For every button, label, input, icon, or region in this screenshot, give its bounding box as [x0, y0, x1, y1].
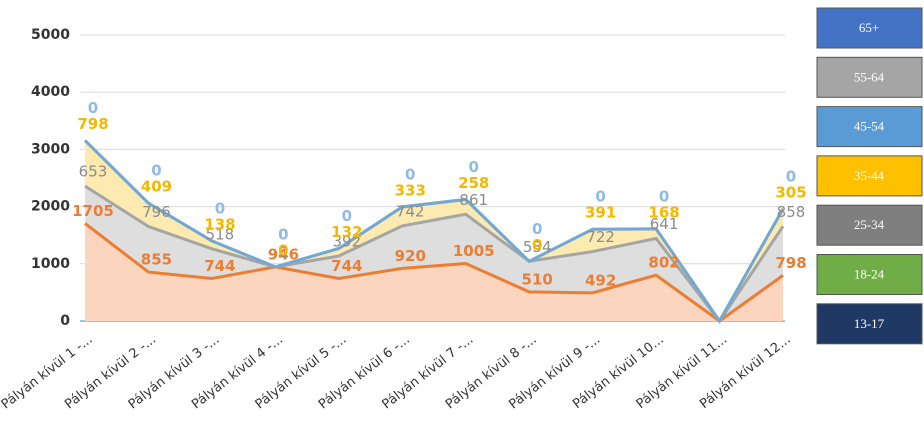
data-label: 855 — [141, 251, 172, 269]
legend-label: 25-34 — [854, 217, 885, 232]
data-label: 0 — [342, 207, 352, 225]
data-label: 168 — [648, 203, 679, 221]
data-label: 744 — [204, 257, 235, 275]
data-label: 0 — [278, 225, 288, 243]
legend-label: 65+ — [859, 20, 879, 35]
data-label: 920 — [395, 247, 426, 265]
data-label: 722 — [586, 228, 615, 246]
data-label: 798 — [77, 115, 108, 133]
data-label: 1705 — [72, 202, 114, 220]
y-tick-label: 3000 — [31, 141, 70, 157]
data-label: 861 — [459, 191, 488, 209]
data-label: 258 — [458, 174, 489, 192]
legend-label: 13-17 — [854, 316, 885, 331]
data-label: 518 — [206, 225, 235, 243]
data-label: 391 — [585, 204, 616, 222]
legend-swatch — [816, 56, 923, 98]
data-label: 0 — [659, 187, 669, 205]
legend-swatch — [816, 303, 923, 345]
data-label: 534 — [523, 238, 552, 256]
legend-label: 45-54 — [854, 119, 885, 134]
data-label: 0 — [532, 220, 542, 238]
data-label: 0 — [405, 165, 415, 183]
data-label: 802 — [648, 254, 679, 272]
legend-swatch — [816, 106, 923, 148]
y-tick-label: 0 — [60, 313, 70, 329]
area-fill — [85, 223, 783, 321]
data-label: 492 — [585, 271, 616, 289]
legend-label: 55-64 — [854, 69, 885, 84]
data-label: 653 — [79, 163, 108, 181]
data-label: 0 — [215, 199, 225, 217]
area-fill — [85, 140, 783, 321]
legend-swatch — [816, 204, 923, 246]
data-label: 0 — [278, 241, 288, 259]
legend-label: 18-24 — [854, 266, 885, 281]
data-label: 0 — [279, 243, 289, 261]
legend-label: 35-44 — [854, 168, 885, 183]
series-line — [84, 222, 784, 323]
y-tick-label: 4000 — [31, 84, 70, 100]
data-label: 0 — [88, 99, 98, 117]
data-label: 0 — [151, 162, 161, 180]
data-label: 510 — [522, 270, 553, 288]
data-label: 641 — [650, 215, 679, 233]
data-label: 132 — [331, 223, 362, 241]
data-label: 392 — [332, 233, 361, 251]
legend-swatch — [816, 155, 923, 197]
legend-swatch — [816, 7, 923, 49]
y-tick-label: 2000 — [31, 199, 70, 215]
y-tick-label: 1000 — [31, 256, 70, 272]
data-label: 0 — [532, 236, 542, 254]
data-label: 138 — [204, 215, 235, 233]
data-label: 409 — [141, 178, 172, 196]
data-label: 744 — [331, 257, 362, 275]
data-label: 858 — [777, 203, 806, 221]
data-label: 333 — [395, 181, 426, 199]
data-label: 0 — [786, 167, 796, 185]
data-label: 1005 — [453, 242, 495, 260]
legend-swatch — [816, 254, 923, 295]
data-label: 0 — [469, 158, 479, 176]
data-label: 946 — [268, 245, 299, 263]
data-label: 798 — [775, 254, 806, 272]
series-line — [84, 184, 785, 324]
data-label: 0 — [595, 188, 605, 206]
data-label: 742 — [396, 202, 425, 220]
data-label: 305 — [775, 183, 806, 201]
series-line — [83, 139, 785, 324]
data-label: 796 — [142, 203, 171, 221]
y-tick-label: 5000 — [31, 27, 70, 43]
